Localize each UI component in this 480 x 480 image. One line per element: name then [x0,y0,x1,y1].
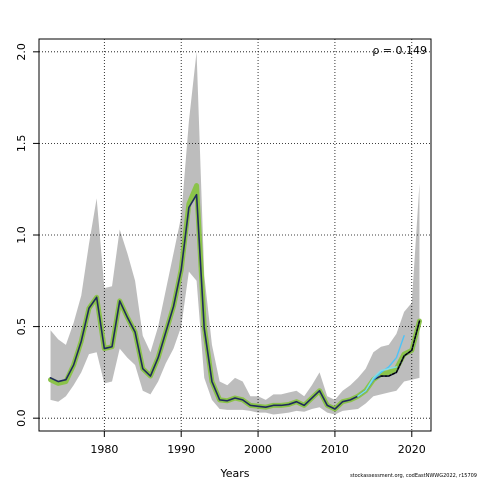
x-tick-label: 2020 [398,443,426,456]
series-layer [48,183,422,412]
x-axis-label: Years [219,467,249,480]
y-tick-label: 0.5 [15,318,28,336]
y-tick-label: 0.0 [15,409,28,427]
x-tick-label: 2000 [244,443,272,456]
credit-text: stockassessment.org, codEastNWWG2022, r1… [350,473,477,479]
x-axis: 1980 1990 2000 2010 2020 [90,430,426,456]
grid-layer [39,39,431,431]
series-line-5 [380,320,421,377]
y-tick-label: 1.5 [15,135,28,153]
confidence-band [50,51,420,415]
confidence-band-layer [50,51,420,415]
rho-annotation: ρ = 0.149 [372,44,427,57]
y-tick-label: 1.0 [15,226,28,244]
x-tick-label: 1990 [167,443,195,456]
y-axis: 0.0 0.5 1.0 1.5 2.0 [15,43,39,427]
x-tick-label: 1980 [90,443,118,456]
x-tick-label: 2010 [321,443,349,456]
y-tick-label: 2.0 [15,43,28,61]
series-line-4 [357,366,398,397]
